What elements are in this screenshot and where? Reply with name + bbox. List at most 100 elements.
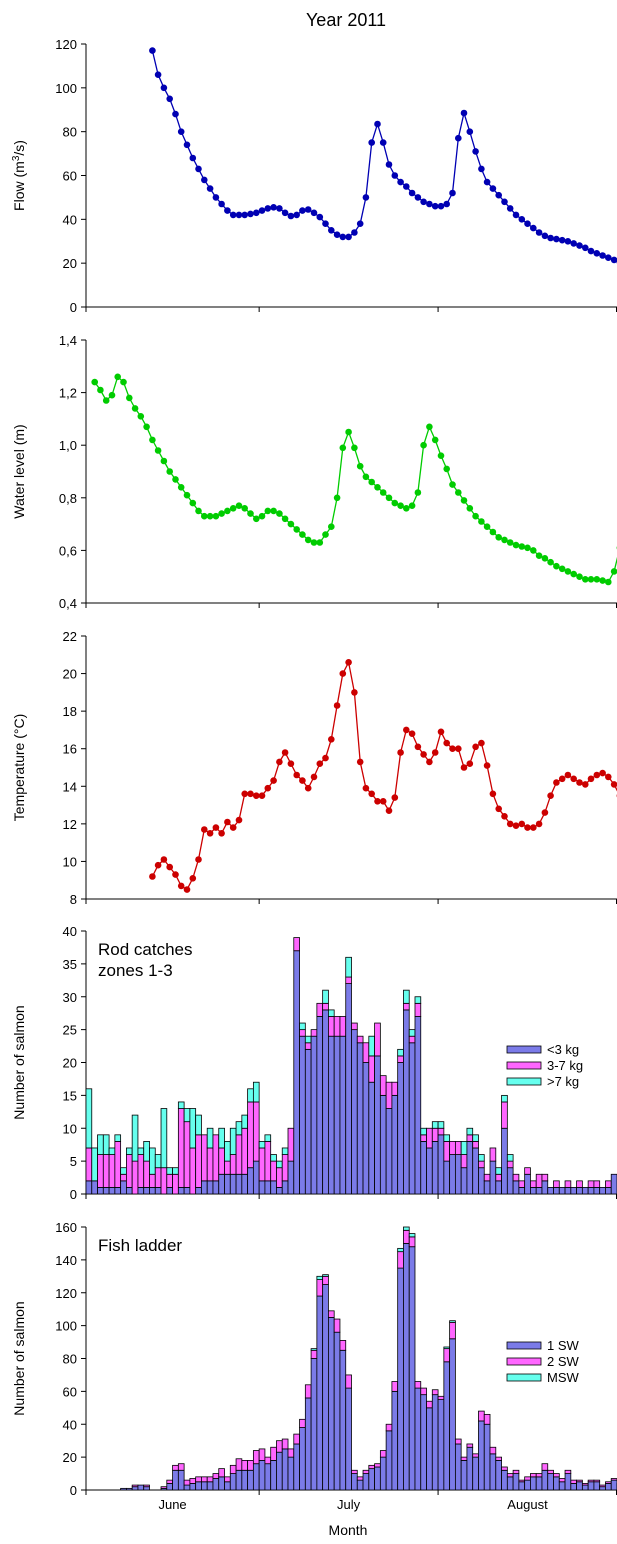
bar-segment-1 (241, 1173, 249, 1195)
bar-segment-3 (166, 1167, 173, 1175)
data-point (385, 807, 393, 814)
data-point (304, 536, 312, 544)
bar-segment-1 (281, 1180, 289, 1195)
bar-segment-2 (518, 1180, 526, 1188)
bar-segment-2 (483, 1173, 491, 1182)
data-point (172, 871, 179, 878)
bar-segment-1 (328, 1035, 335, 1195)
bar-segment-1 (437, 1399, 445, 1491)
data-point (328, 736, 335, 743)
data-point (408, 502, 416, 510)
bar-segment-2 (379, 1450, 387, 1458)
bar-segment-1 (408, 1042, 416, 1195)
data-point (547, 792, 554, 799)
bar-segment-1 (570, 1187, 578, 1195)
data-point (293, 526, 301, 533)
bar-segment-2 (195, 1134, 202, 1188)
bar-segment-2 (143, 1160, 150, 1188)
bar-segment-3 (408, 1029, 416, 1037)
bar-segment-2 (287, 1127, 295, 1162)
bar-segment-2 (241, 1127, 249, 1175)
data-point (247, 510, 254, 517)
bar-segment-1 (241, 1469, 249, 1491)
data-point (149, 873, 156, 880)
data-point (310, 539, 318, 546)
y-tick-label: 0 (70, 1483, 77, 1498)
bar-segment-1 (172, 1469, 179, 1491)
bar-segment-1 (264, 1463, 272, 1491)
data-point (414, 743, 422, 751)
bar-segment-3 (310, 1348, 318, 1351)
data-point (379, 139, 387, 146)
bar-segment-2 (403, 1229, 410, 1244)
data-point (478, 165, 485, 173)
data-point (229, 505, 237, 512)
data-point (333, 231, 341, 238)
bar-segment-3 (281, 1147, 289, 1155)
bar-segment-1 (166, 1483, 173, 1491)
data-point (235, 502, 243, 510)
bar-segment-1 (235, 1469, 243, 1491)
bar-segment-1 (576, 1481, 583, 1491)
data-point (299, 207, 306, 214)
bar-segment-1 (547, 1187, 554, 1195)
bar-segment-1 (599, 1486, 606, 1491)
bar-segment-2 (270, 1446, 277, 1461)
bar-segment-2 (472, 1453, 479, 1458)
bar-segment-2 (460, 1154, 468, 1169)
bar-segment-1 (478, 1420, 485, 1491)
data-point (599, 252, 606, 259)
data-point (201, 512, 208, 520)
legend-label: 2 SW (547, 1354, 580, 1369)
bar-segment-1 (581, 1484, 589, 1491)
bar-segment-2 (610, 1478, 617, 1481)
bar-segment-1 (91, 1180, 98, 1195)
bar-segment-1 (333, 1035, 341, 1195)
bar-segment-2 (97, 1154, 104, 1188)
data-point (322, 220, 329, 227)
data-point (426, 423, 433, 431)
bar-segment-1 (224, 1173, 231, 1195)
bar-segment-2 (218, 1147, 225, 1175)
y-axis-label: Number of salmon (11, 1301, 27, 1415)
bar-segment-3 (345, 956, 352, 978)
panel-2: 0,4 0,6 0,8 1,0 1,2 1,4 Water level (m) (11, 333, 617, 611)
series-line (151, 660, 617, 891)
data-point (224, 507, 231, 515)
data-point (172, 110, 179, 118)
bar-segment-3 (506, 1154, 514, 1162)
data-point (403, 183, 410, 190)
bar-segment-3 (408, 1233, 416, 1238)
bar-segment-2 (541, 1173, 549, 1182)
data-point (276, 758, 283, 766)
bar-segment-1 (281, 1448, 289, 1491)
data-point (322, 754, 329, 762)
bar-segment-1 (206, 1481, 214, 1491)
data-point (160, 457, 168, 465)
data-point (512, 541, 520, 549)
bar-segment-1 (362, 1062, 370, 1195)
bar-segment-2 (304, 1384, 312, 1399)
bar-segment-1 (143, 1187, 150, 1195)
bar-segment-2 (362, 1042, 370, 1063)
bar-segment-2 (235, 1134, 243, 1175)
bar-segment-2 (541, 1463, 549, 1471)
bar-segment-1 (397, 1267, 404, 1491)
bar-segment-1 (397, 1062, 404, 1195)
bar-segment-1 (385, 1108, 393, 1195)
data-point (195, 507, 202, 515)
bar-segment-1 (431, 1141, 439, 1195)
bar-segment-1 (189, 1483, 197, 1491)
bar-segment-1 (97, 1187, 104, 1195)
data-point (582, 781, 589, 788)
data-point (281, 749, 289, 756)
bar-segment-2 (160, 1486, 168, 1489)
bar-segment-2 (495, 1173, 502, 1182)
bar-segment-1 (287, 1456, 295, 1491)
bar-segment-1 (345, 983, 352, 1195)
bar-segment-1 (322, 1284, 329, 1491)
bar-segment-1 (403, 1009, 410, 1195)
bar-segment-1 (299, 1427, 306, 1491)
bar-segment-2 (593, 1479, 601, 1483)
bar-segment-2 (437, 1395, 445, 1401)
